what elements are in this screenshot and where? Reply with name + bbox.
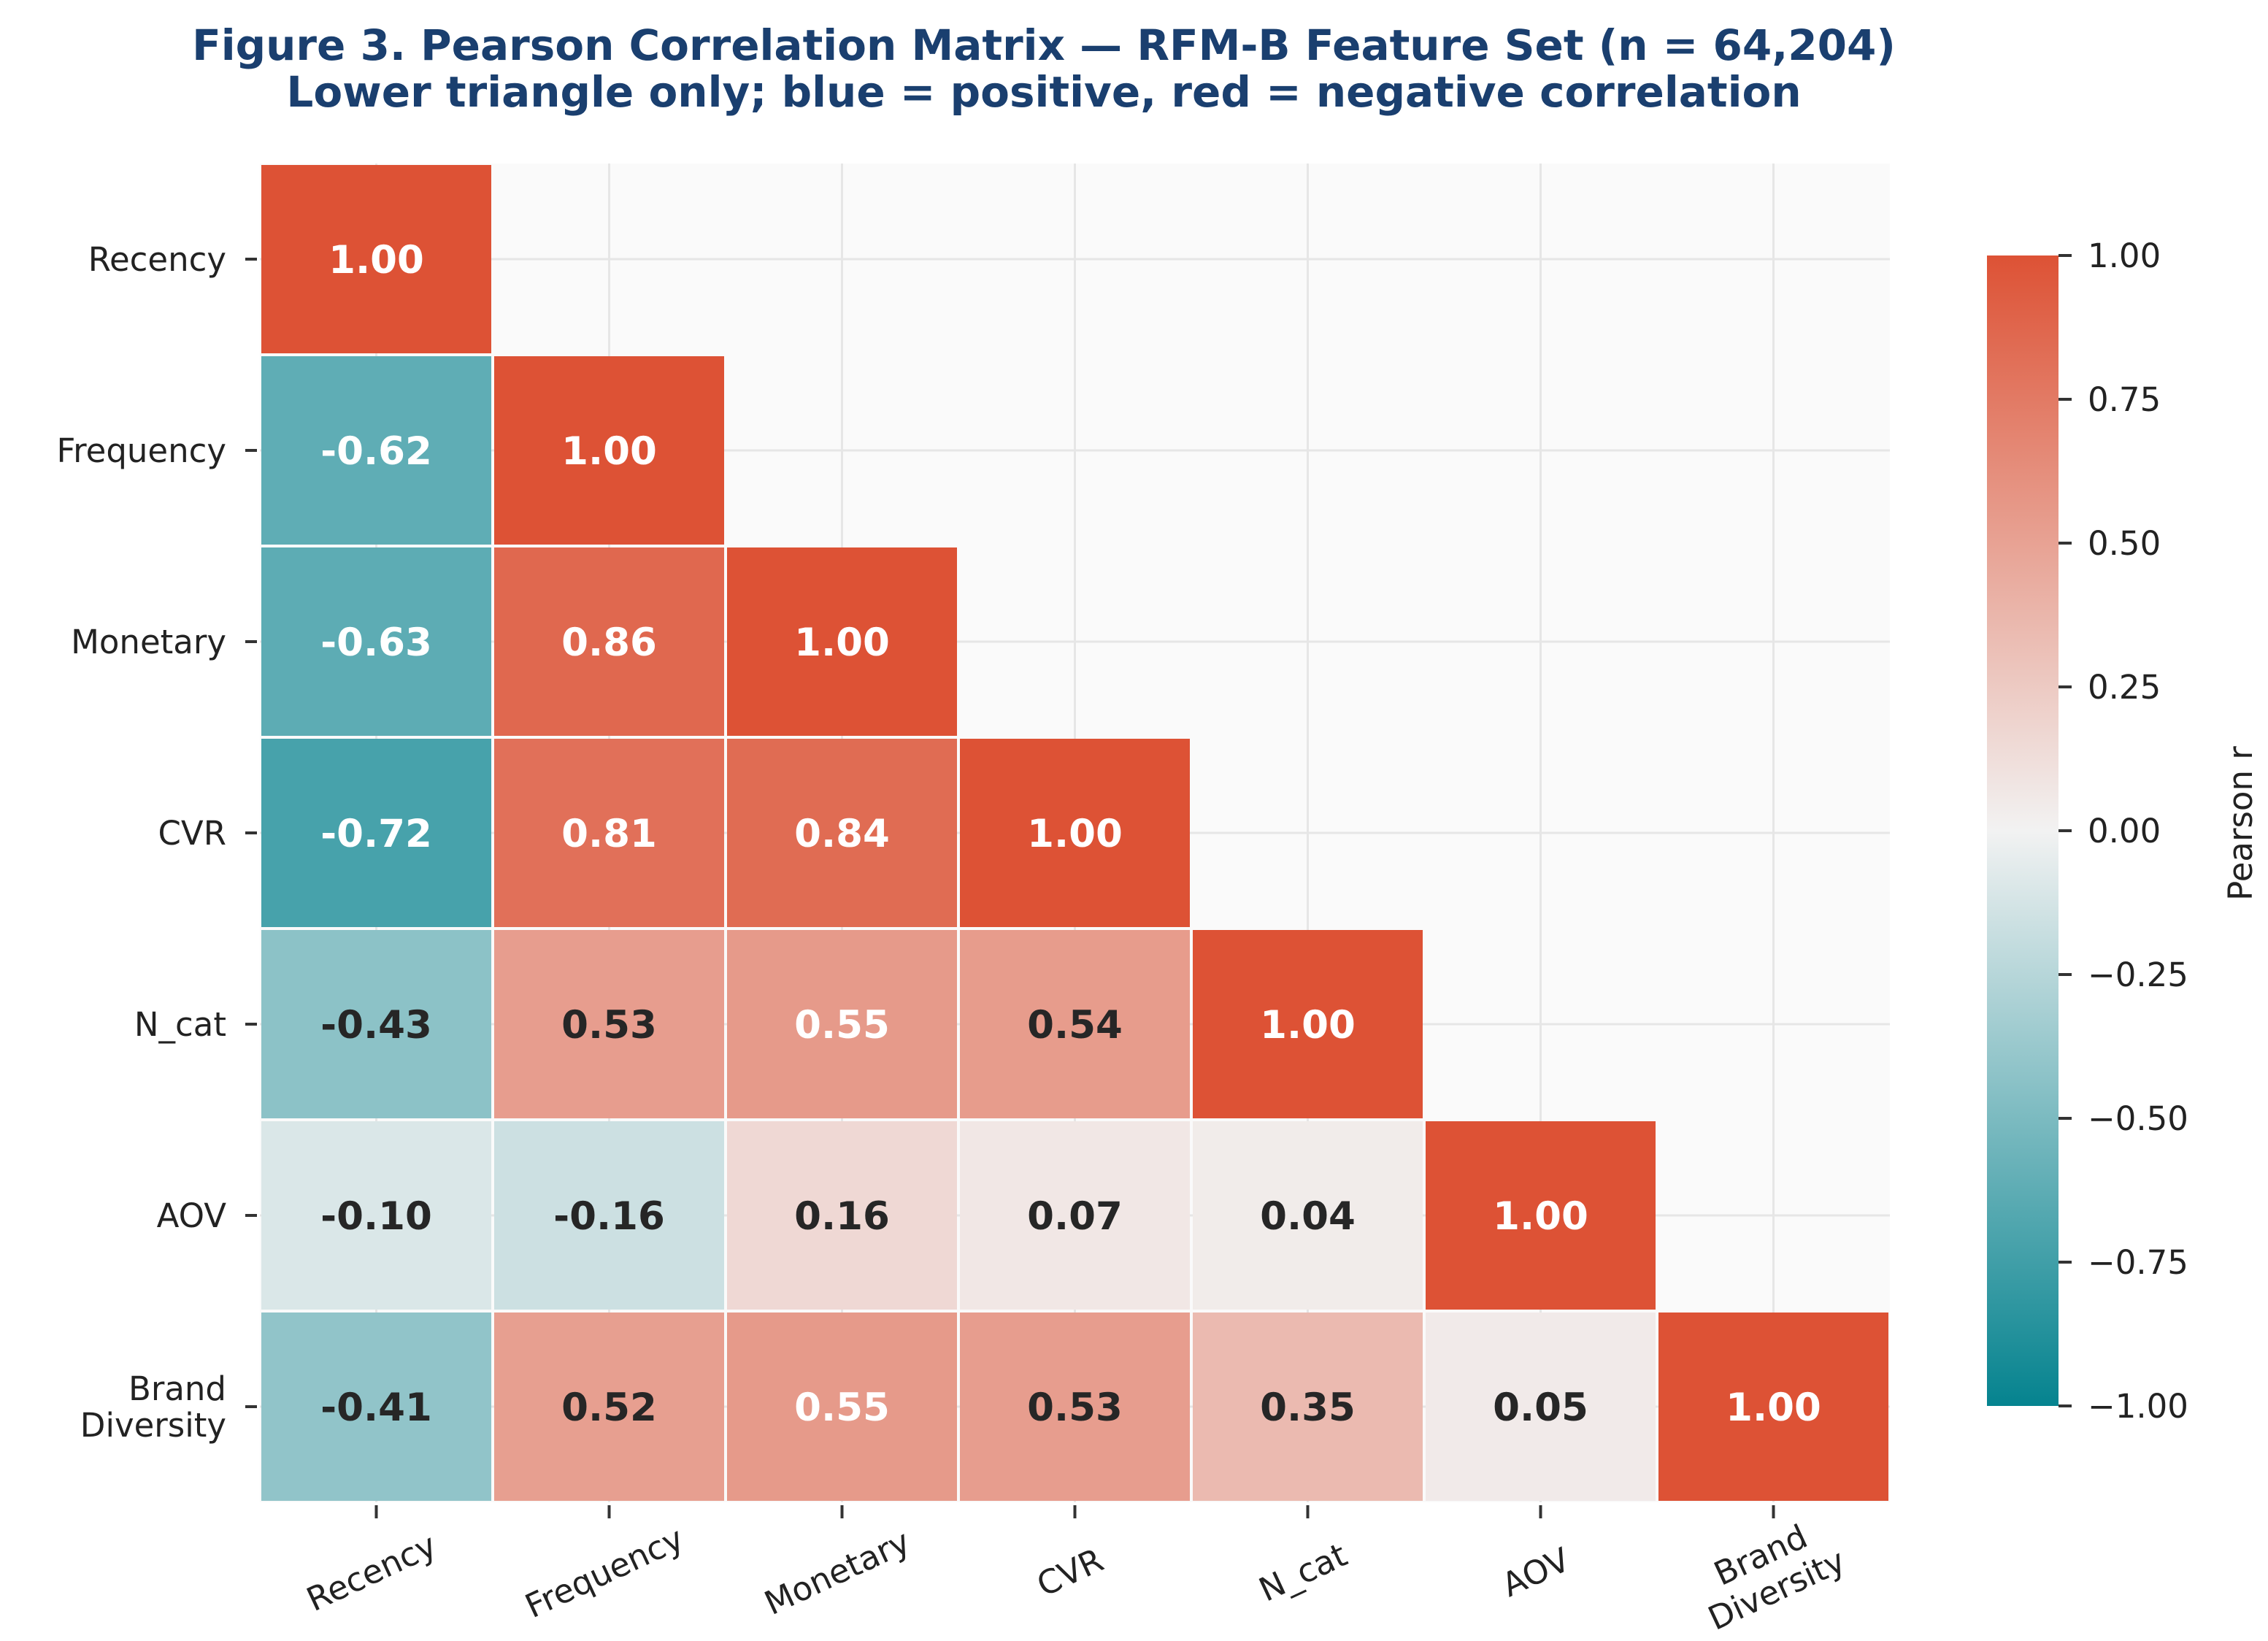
colorbar-tick-label: 0.75 xyxy=(2088,380,2161,419)
heatmap-cell-aov-monetary xyxy=(727,1121,957,1310)
y-tick-label-cvr: CVR xyxy=(158,814,226,853)
heatmap-cell-recency-recency xyxy=(261,165,491,353)
colorbar-tick-label: −1.00 xyxy=(2088,1387,2188,1426)
colorbar-tick-label: −0.25 xyxy=(2088,956,2188,994)
heatmap-cell-n-cat-monetary xyxy=(727,930,957,1118)
heatmap-cell-aov-cvr xyxy=(960,1121,1190,1310)
cell-value-label: 0.04 xyxy=(1260,1194,1356,1239)
cell-value-label: 0.53 xyxy=(561,1003,657,1048)
heatmap-cell-monetary-frequency xyxy=(494,547,724,736)
heatmap-cell-cvr-recency xyxy=(261,739,491,927)
cell-value-label: -0.62 xyxy=(320,429,432,474)
y-axis: Recency Frequency Monetary CVR N_cat AOV Brand… xyxy=(57,240,257,1445)
cell-value-label: -0.16 xyxy=(553,1194,665,1239)
cell-value-label: -0.63 xyxy=(320,620,432,665)
cell-value-label: 0.55 xyxy=(794,1386,890,1430)
cell-value-label: 0.84 xyxy=(794,812,890,856)
y-tick-label-n-cat: N_cat xyxy=(134,1005,226,1044)
x-tick-label-monetary: Monetary xyxy=(758,1522,915,1623)
figure-title: Figure 3. Pearson Correlation Matrix — R… xyxy=(0,22,2088,115)
colorbar-tick-label: −0.50 xyxy=(2088,1099,2188,1138)
colorbar-ticks: 1.00 0.75 0.50 0.25 0.00 −0.25 −0.50 −0.75 −1.00 xyxy=(2059,237,2188,1426)
heatmap-cell-aov-recency xyxy=(261,1121,491,1310)
heatmap-cell-aov-n-cat xyxy=(1193,1121,1423,1310)
heatmap-cell-brand-diversity-recency xyxy=(261,1313,491,1501)
x-tick-label-n-cat: N_cat xyxy=(1253,1535,1353,1609)
cell-value-label: 0.81 xyxy=(561,812,657,856)
colorbar-tick-label: 0.25 xyxy=(2088,668,2161,707)
heatmap-cell-n-cat-cvr xyxy=(960,930,1190,1118)
heatmap-cell-aov-aov xyxy=(1426,1121,1656,1310)
heatmap-cell-brand-diversity-n-cat xyxy=(1193,1313,1423,1501)
heatmap-cell-monetary-recency xyxy=(261,547,491,736)
heatmap-cell-brand-diversity-aov xyxy=(1426,1313,1656,1501)
cell-value-label: 0.16 xyxy=(794,1194,890,1239)
heatmap-cell-cvr-cvr xyxy=(960,739,1190,927)
colorbar-gradient xyxy=(1987,255,2059,1406)
heatmap-cell-brand-diversity-cvr xyxy=(960,1313,1190,1501)
cell-value-label: -0.43 xyxy=(320,1003,432,1048)
colorbar-title: Pearson r xyxy=(2221,746,2260,901)
x-tick-label-cvr: CVR xyxy=(1031,1540,1109,1605)
colorbar-tick-label: 1.00 xyxy=(2088,237,2161,275)
heatmap-cell-n-cat-recency xyxy=(261,930,491,1118)
chart-subtitle: Lower triangle only; blue = positive, re… xyxy=(286,67,1802,117)
cell-value-label: 1.00 xyxy=(1260,1003,1356,1048)
heatmap-cell-n-cat-frequency xyxy=(494,930,724,1118)
matrix-cell-labels: 1.00 -0.62 1.00 -0.63 0.86 1.00 -0.72 0.81 0.84 1… xyxy=(320,238,1821,1430)
x-tick-label-aov: AOV xyxy=(1496,1540,1576,1605)
cell-value-label: -0.41 xyxy=(320,1386,432,1430)
colorbar-tick-label: 0.50 xyxy=(2088,524,2161,563)
cell-value-label: 1.00 xyxy=(1493,1194,1588,1239)
heatmap-cell-frequency-frequency xyxy=(494,356,724,545)
cell-value-label: 1.00 xyxy=(561,429,657,474)
cell-value-label: 0.07 xyxy=(1027,1194,1123,1239)
heatmap-cell-cvr-monetary xyxy=(727,739,957,927)
heatmap-cell-brand-diversity-brand-diversity xyxy=(1658,1313,1888,1501)
colorbar-tick-label: −0.75 xyxy=(2088,1243,2188,1282)
cell-value-label: -0.72 xyxy=(320,812,432,856)
heatmap-cell-brand-diversity-monetary xyxy=(727,1313,957,1501)
heatmap-cell-cvr-frequency xyxy=(494,739,724,927)
cell-value-label: 1.00 xyxy=(794,620,890,665)
matrix-cells xyxy=(261,165,1888,1501)
x-axis: Recency Frequency Monetary CVR N_cat AOV Brand… xyxy=(301,1505,1851,1638)
x-tick-label-brand-diversity: BrandDiversity xyxy=(1686,1507,1851,1638)
heatmap-cell-brand-diversity-frequency xyxy=(494,1313,724,1501)
cell-value-label: 0.53 xyxy=(1027,1386,1123,1430)
heatmap-cell-frequency-recency xyxy=(261,356,491,545)
x-tick-label-frequency: Frequency xyxy=(519,1519,689,1626)
cell-value-label: 1.00 xyxy=(1726,1386,1821,1430)
y-tick-label-aov: AOV xyxy=(157,1196,227,1235)
cell-value-label: 1.00 xyxy=(328,238,424,283)
y-tick-label-frequency: Frequency xyxy=(57,431,226,470)
heatmap-cell-n-cat-n-cat xyxy=(1193,930,1423,1118)
cell-value-label: 0.54 xyxy=(1027,1003,1123,1048)
heatmap-cell-aov-frequency xyxy=(494,1121,724,1310)
cell-value-label: -0.10 xyxy=(320,1194,432,1239)
colorbar: 1.00 0.75 0.50 0.25 0.00 −0.25 −0.50 −0.75 −1.00… xyxy=(1987,237,2260,1426)
cell-value-label: 0.55 xyxy=(794,1003,890,1048)
y-tick-label-monetary: Monetary xyxy=(71,623,226,661)
cell-value-label: 0.86 xyxy=(561,620,657,665)
heatmap-cell-monetary-monetary xyxy=(727,547,957,736)
colorbar-tick-label: 0.00 xyxy=(2088,812,2161,850)
cell-value-label: 0.05 xyxy=(1493,1386,1588,1430)
y-tick-label-recency: Recency xyxy=(88,240,226,279)
chart-title: Figure 3. Pearson Correlation Matrix — R… xyxy=(192,20,1896,70)
cell-value-label: 0.35 xyxy=(1260,1386,1356,1430)
cell-value-label: 0.52 xyxy=(561,1386,657,1430)
cell-value-label: 1.00 xyxy=(1027,812,1123,856)
x-tick-label-recency: Recency xyxy=(301,1526,442,1619)
y-tick-label-brand-diversity: Brand Diversity xyxy=(80,1369,226,1445)
